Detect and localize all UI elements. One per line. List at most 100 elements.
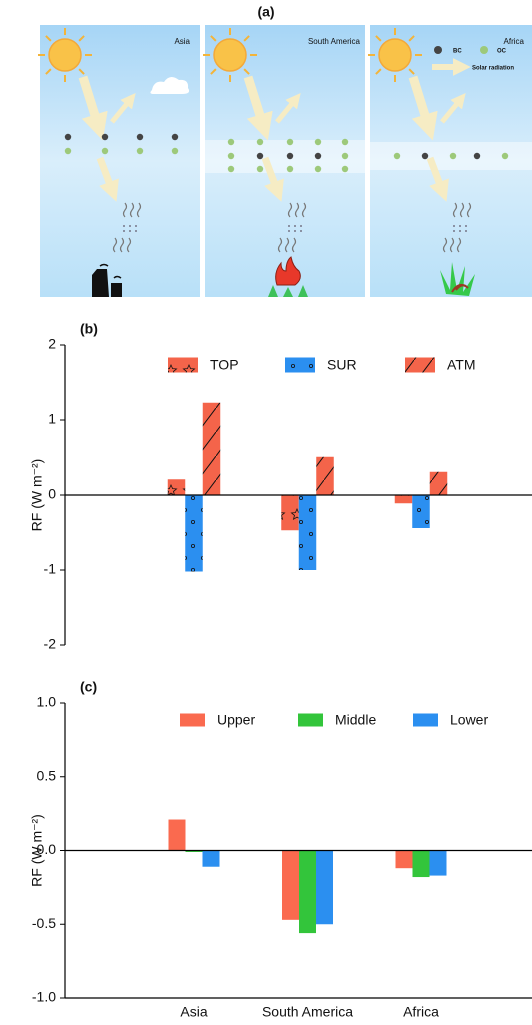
oc-particle <box>287 139 293 145</box>
oc-particle <box>65 148 71 154</box>
bar <box>282 851 299 920</box>
oc-particle <box>394 153 400 159</box>
x-tick-label: Africa <box>403 1004 439 1020</box>
y-tick-label: 0.5 <box>37 767 57 783</box>
bc-particle <box>257 153 263 159</box>
bar <box>299 851 316 934</box>
bc-particle <box>137 134 143 140</box>
particle <box>294 230 296 232</box>
figure: (a) Asia South America Africa BC OC Sola… <box>0 0 532 1025</box>
region-label: South America <box>308 37 361 46</box>
oc-particle <box>287 166 293 172</box>
particle <box>294 225 296 227</box>
oc-particle <box>342 139 348 145</box>
particle <box>288 230 290 232</box>
bc-particle <box>315 153 321 159</box>
particle <box>288 225 290 227</box>
legend-label: SUR <box>327 357 357 373</box>
bar <box>395 495 413 503</box>
oc-particle <box>450 153 456 159</box>
bar <box>412 495 430 528</box>
particle <box>453 225 455 227</box>
legend-label: BC <box>453 49 462 55</box>
oc-particle <box>172 148 178 154</box>
y-tick-label: 0.0 <box>37 841 57 857</box>
bc-particle <box>287 153 293 159</box>
bar <box>413 851 430 878</box>
legend-swatch <box>413 714 438 727</box>
oc-particle <box>502 153 508 159</box>
x-tick-label: Asia <box>180 1004 207 1020</box>
bc-particle <box>422 153 428 159</box>
oc-particle <box>257 139 263 145</box>
x-tick-label: South America <box>262 1004 353 1020</box>
oc-particle <box>228 153 234 159</box>
y-tick-label: 0 <box>48 486 56 502</box>
particle <box>300 230 302 232</box>
particle <box>129 225 131 227</box>
bc-icon <box>434 46 442 54</box>
page: (a) Asia South America Africa BC OC Sola… <box>0 0 532 1025</box>
y-tick-label: 2 <box>48 336 56 352</box>
bar <box>316 851 333 925</box>
particle <box>453 230 455 232</box>
particle <box>459 230 461 232</box>
legend-label: Lower <box>450 712 488 728</box>
bar <box>169 820 186 851</box>
oc-particle <box>342 153 348 159</box>
oc-particle <box>102 148 108 154</box>
bar <box>203 851 220 867</box>
particle <box>465 230 467 232</box>
bc-particle <box>172 134 178 140</box>
sun <box>49 39 81 71</box>
region-label: Asia <box>174 37 190 46</box>
bar <box>168 479 186 495</box>
bc-particle <box>474 153 480 159</box>
legend-swatch <box>168 358 198 373</box>
oc-particle <box>137 148 143 154</box>
legend-label: Upper <box>217 712 255 728</box>
particle <box>123 230 125 232</box>
illustration: (a) Asia South America Africa BC OC Sola… <box>38 4 532 297</box>
y-tick-label: -1.0 <box>32 989 56 1005</box>
legend-swatch <box>298 714 323 727</box>
y-tick-label: -2 <box>44 636 57 652</box>
legend-label: OC <box>497 49 507 55</box>
panel-label: (c) <box>80 679 97 695</box>
bar <box>299 495 317 570</box>
oc-particle <box>228 139 234 145</box>
oc-particle <box>257 166 263 172</box>
particle <box>135 225 137 227</box>
y-tick-label: -1 <box>44 561 57 577</box>
y-tick-label: 1 <box>48 411 56 427</box>
bar <box>203 403 221 495</box>
particle <box>135 230 137 232</box>
y-tick-label: 1.0 <box>37 694 57 710</box>
legend-label: Solar radiation <box>472 66 514 72</box>
legend-label: TOP <box>210 357 239 373</box>
oc-icon <box>480 46 488 54</box>
y-axis-label: RF (W m⁻²) <box>29 459 45 532</box>
legend-swatch <box>405 358 435 373</box>
sun <box>214 39 246 71</box>
legend-swatch <box>180 714 205 727</box>
panel-label: (b) <box>80 321 98 337</box>
panel-label: (a) <box>257 4 274 20</box>
bc-particle <box>65 134 71 140</box>
particle <box>129 230 131 232</box>
oc-particle <box>315 166 321 172</box>
y-tick-label: -0.5 <box>32 915 56 931</box>
oc-particle <box>342 166 348 172</box>
oc-particle <box>315 139 321 145</box>
region-label: Africa <box>504 37 525 46</box>
bar <box>185 495 203 572</box>
particle <box>459 225 461 227</box>
particle <box>300 225 302 227</box>
bc-particle <box>102 134 108 140</box>
legend-label: Middle <box>335 712 376 728</box>
particle <box>123 225 125 227</box>
sun <box>379 39 411 71</box>
legend-swatch <box>285 358 315 373</box>
bar <box>396 851 413 869</box>
bar <box>430 472 448 495</box>
